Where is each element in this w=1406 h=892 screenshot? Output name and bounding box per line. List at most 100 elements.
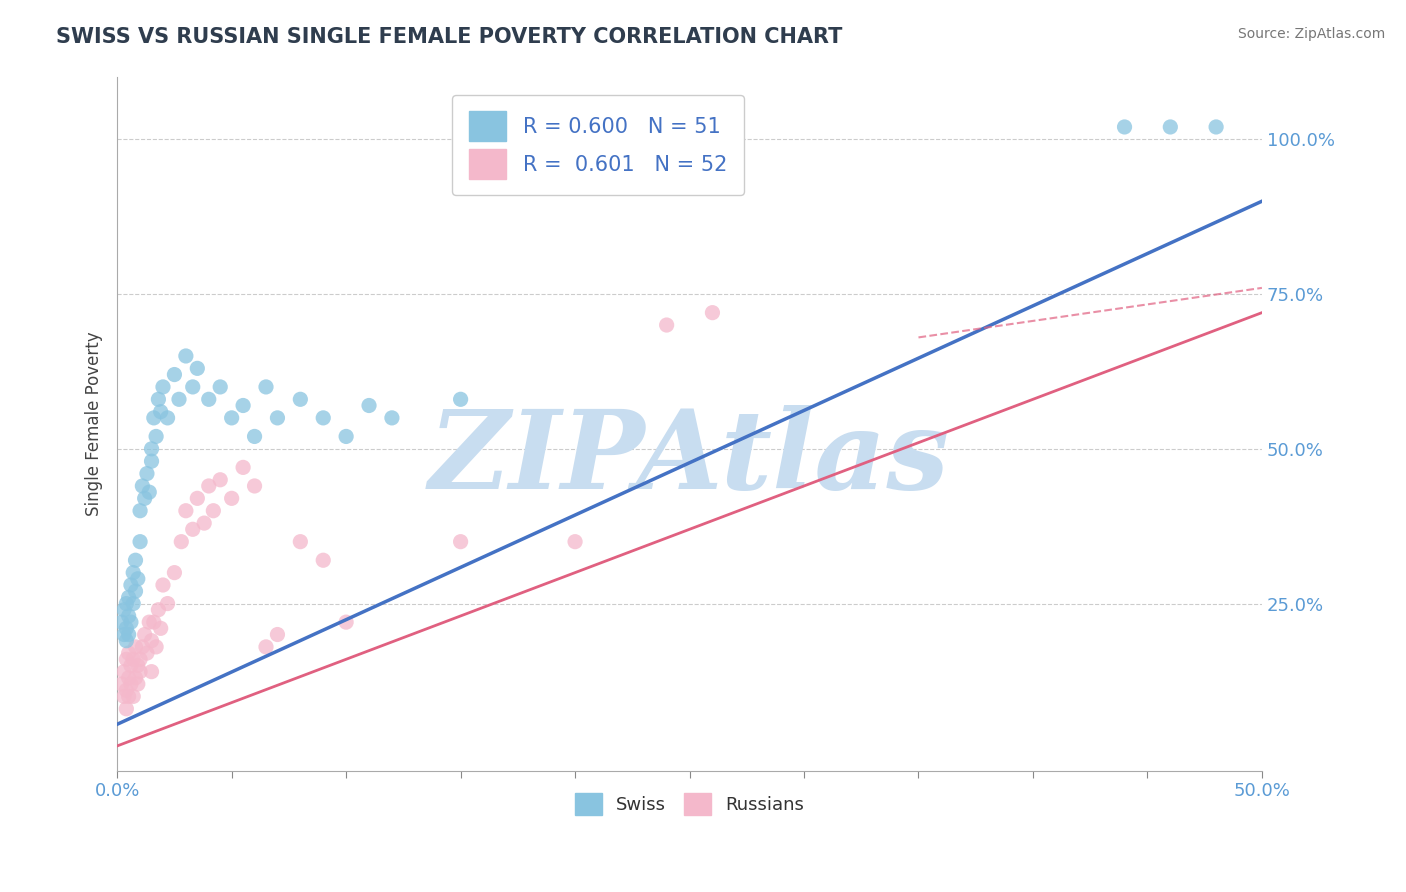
Point [145,640,167,654]
Text: Source: ZipAtlas.com: Source: ZipAtlas.com [1237,27,1385,41]
Point [181,380,204,394]
Point [124,553,146,567]
Point [141,454,163,468]
Point [170,534,193,549]
Point [312,410,335,425]
Point [193,516,215,530]
Point [209,473,232,487]
Point [112,690,135,704]
Point [174,349,197,363]
Point [142,615,165,629]
Point [117,609,139,624]
Point [120,615,142,629]
Point [232,460,254,475]
Point [141,442,163,456]
Point [115,652,138,666]
Point [127,677,149,691]
Point [254,640,277,654]
Point [117,671,139,685]
Y-axis label: Single Female Poverty: Single Female Poverty [86,332,103,516]
Point [141,665,163,679]
Point [115,597,138,611]
Point [138,485,160,500]
Point [335,429,357,443]
Point [131,479,153,493]
Point [1114,120,1136,134]
Point [186,491,208,506]
Point [266,410,288,425]
Point [254,380,277,394]
Point [152,578,174,592]
Point [381,410,404,425]
Point [124,584,146,599]
Point [186,361,208,376]
Point [117,591,139,605]
Point [124,671,146,685]
Point [134,627,156,641]
Point [564,534,586,549]
Point [115,702,138,716]
Point [152,380,174,394]
Point [1159,120,1181,134]
Point [115,633,138,648]
Point [122,652,145,666]
Point [163,368,186,382]
Point [702,306,724,320]
Point [167,392,190,407]
Point [111,677,134,691]
Point [266,627,288,641]
Point [163,566,186,580]
Point [124,640,146,654]
Point [243,479,266,493]
Legend: Swiss, Russians: Swiss, Russians [565,784,814,824]
Point [290,534,312,549]
Point [450,392,472,407]
Point [312,553,335,567]
Point [202,504,225,518]
Point [450,534,472,549]
Point [129,534,152,549]
Point [156,410,179,425]
Point [117,646,139,660]
Point [335,615,357,629]
Point [148,603,170,617]
Point [221,410,243,425]
Point [112,627,135,641]
Point [655,318,678,332]
Point [111,615,134,629]
Point [145,429,167,443]
Point [127,572,149,586]
Text: SWISS VS RUSSIAN SINGLE FEMALE POVERTY CORRELATION CHART: SWISS VS RUSSIAN SINGLE FEMALE POVERTY C… [56,27,842,46]
Point [141,633,163,648]
Point [197,392,219,407]
Point [112,603,135,617]
Point [149,621,172,635]
Point [136,467,159,481]
Point [290,392,312,407]
Point [122,566,145,580]
Point [120,578,142,592]
Point [181,522,204,536]
Point [122,690,145,704]
Point [221,491,243,506]
Point [117,627,139,641]
Point [120,677,142,691]
Point [174,504,197,518]
Point [232,399,254,413]
Point [112,665,135,679]
Point [138,615,160,629]
Point [129,652,152,666]
Point [129,504,152,518]
Point [131,640,153,654]
Point [197,479,219,493]
Point [357,399,380,413]
Point [129,665,152,679]
Point [120,658,142,673]
Point [117,690,139,704]
Point [243,429,266,443]
Point [142,410,165,425]
Point [149,405,172,419]
Point [136,646,159,660]
Point [127,658,149,673]
Point [122,597,145,611]
